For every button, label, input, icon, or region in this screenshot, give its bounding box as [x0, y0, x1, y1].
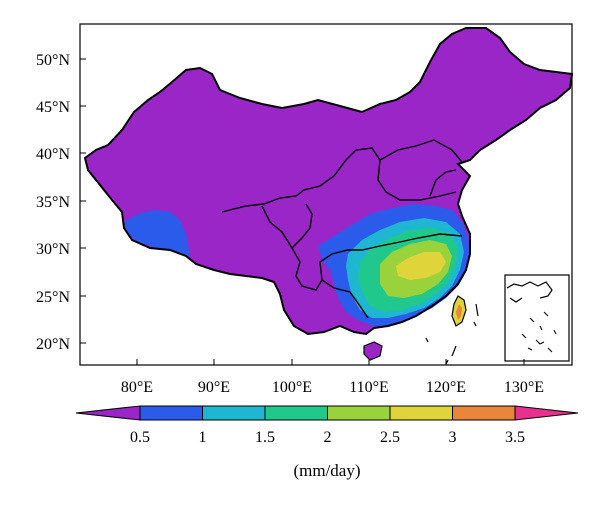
- lon-tick-label: 130°E: [504, 379, 544, 396]
- colorbar-segment: [452, 405, 516, 421]
- colorbar-label: 3: [449, 429, 457, 446]
- lat-tick-label: 40°N: [36, 146, 70, 163]
- inset-islands: [521, 311, 557, 353]
- internal-boundaries: [221, 139, 463, 319]
- colorbar-label: 1.5: [255, 429, 275, 446]
- lat-tick-label: 35°N: [36, 194, 70, 211]
- lon-tick-label: 100°E: [272, 379, 312, 396]
- south-china-sea-inset: [504, 274, 570, 362]
- lat-tick-label: 20°N: [36, 336, 70, 353]
- hainan-island: [363, 341, 383, 361]
- precip-yellow: [396, 252, 446, 280]
- colorbar-segment: [139, 405, 203, 421]
- lat-tick-label: 30°N: [36, 241, 70, 258]
- colorbar-left-arrow: [75, 405, 141, 421]
- colorbar-right-arrow: [514, 405, 579, 421]
- lon-tick-label: 90°E: [198, 379, 230, 396]
- colorbar-segment: [327, 405, 391, 421]
- lat-tick-label: 50°N: [36, 52, 70, 69]
- colorbar-units: (mm/day): [293, 461, 360, 480]
- inset-frame: [504, 274, 570, 362]
- colorbar: 0.5 1 1.5 2 2.5 3 3.5 (mm/day): [75, 405, 579, 480]
- longitude-axis: 80°E 90°E 100°E 110°E 120°E 130°E: [121, 359, 544, 396]
- colorbar-label: 2.5: [380, 429, 400, 446]
- lat-tick-label: 25°N: [36, 289, 70, 306]
- country-border: [83, 27, 574, 336]
- lon-tick-label: 120°E: [426, 379, 466, 396]
- lon-tick-label: 110°E: [349, 379, 389, 396]
- colorbar-label: 3.5: [505, 429, 525, 446]
- colorbar-label: 1: [199, 429, 207, 446]
- colorbar-segment: [202, 405, 266, 421]
- inset-coastline: [506, 281, 553, 303]
- lon-tick-label: 80°E: [121, 379, 153, 396]
- colorbar-label: 0.5: [130, 429, 150, 446]
- colorbar-label: 2: [324, 429, 332, 446]
- latitude-axis: 50°N 45°N 40°N 35°N 30°N 25°N 20°N: [36, 52, 86, 353]
- colorbar-segment: [389, 405, 453, 421]
- colorbar-segment: [264, 405, 328, 421]
- boundary-dashes: [425, 303, 479, 365]
- lat-tick-label: 45°N: [36, 99, 70, 116]
- map-panel: [79, 23, 574, 366]
- taiwan-red-core: [456, 304, 462, 320]
- precip-west-blue: [124, 210, 190, 256]
